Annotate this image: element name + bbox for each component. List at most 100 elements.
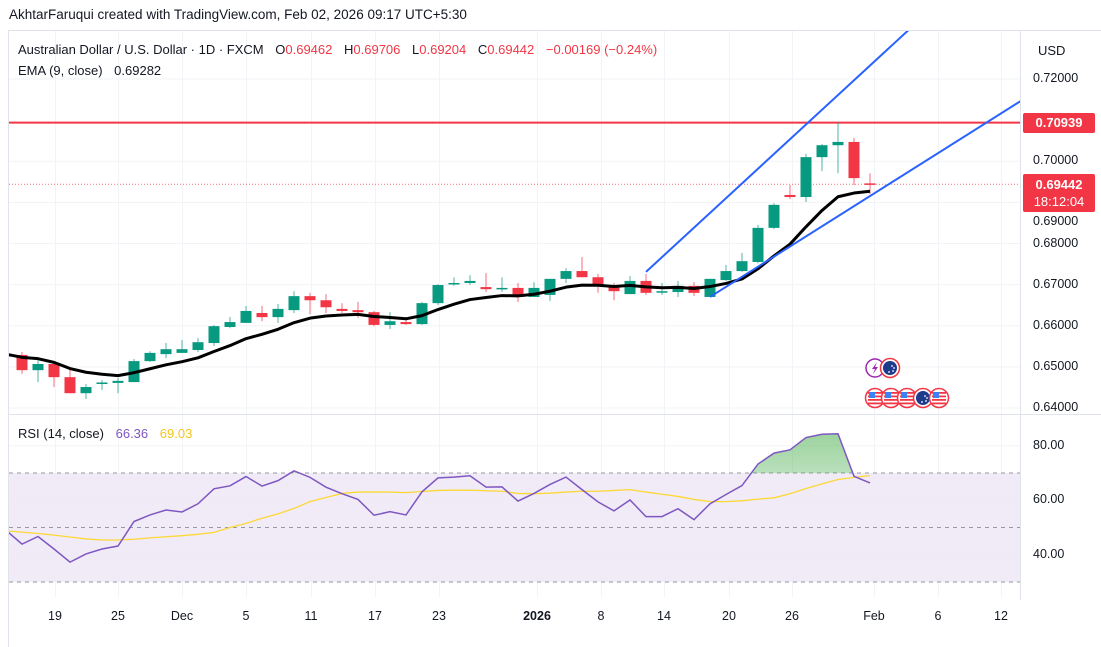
candle-body — [192, 342, 204, 351]
candle-body — [416, 303, 428, 325]
candle — [736, 252, 748, 272]
candle — [176, 340, 188, 353]
candle — [720, 264, 732, 281]
low-value: 0.69204 — [419, 42, 467, 57]
us-flag-icon[interactable] — [880, 387, 902, 409]
low-label: L — [412, 42, 420, 57]
candle-body — [736, 261, 748, 272]
candle — [672, 280, 684, 297]
candle — [784, 185, 796, 200]
candle-body — [144, 352, 156, 362]
price-axis-label: 0.66000 — [1033, 317, 1079, 332]
candle-body — [848, 141, 860, 179]
candle-body — [384, 321, 396, 325]
flag-canton — [885, 392, 891, 398]
rsi-axis-label: 80.00 — [1033, 437, 1065, 452]
candle-body — [272, 308, 284, 318]
upper-trendline — [645, 31, 909, 273]
time-axis-label: 5 — [242, 609, 250, 623]
price-pane — [9, 31, 1020, 399]
us-flag-icon[interactable] — [864, 387, 886, 409]
candle — [16, 352, 28, 374]
candle — [800, 153, 812, 202]
candle-body — [784, 194, 796, 198]
price-axis-label: 0.70000 — [1033, 153, 1079, 168]
time-axis-label: 6 — [934, 609, 942, 623]
candle — [336, 303, 348, 314]
candle — [240, 306, 252, 323]
candle — [448, 277, 460, 286]
last-price-value: 0.69442 — [1035, 177, 1083, 192]
price-axis-label: 0.72000 — [1033, 71, 1079, 85]
flag-canton — [901, 392, 907, 398]
candle — [384, 312, 396, 330]
chart-credit: AkhtarFaruqui created with TradingView.c… — [9, 7, 467, 22]
candle — [64, 366, 76, 394]
au-flag-icon[interactable] — [879, 357, 901, 379]
candle — [464, 275, 476, 286]
candle-body — [112, 380, 124, 383]
candle-body — [368, 312, 380, 325]
rsi-axis-label: 40.00 — [1033, 546, 1065, 561]
price-axis-label: 0.69000 — [1033, 214, 1079, 228]
close-value: 0.69442 — [487, 42, 535, 57]
flag-canton — [933, 392, 939, 398]
candle-body — [224, 322, 236, 327]
candle-body — [432, 285, 444, 304]
candle — [560, 268, 572, 283]
economic-events[interactable] — [864, 357, 950, 409]
candle-body — [304, 296, 316, 301]
time-axis-label: 17 — [368, 609, 382, 623]
candle — [368, 310, 380, 327]
us-flag-icon[interactable] — [896, 387, 918, 409]
ema-value: 0.69282 — [114, 63, 162, 78]
candle — [272, 303, 284, 323]
candle-body — [816, 145, 828, 158]
rsi-label: RSI (14, close) — [18, 426, 104, 441]
ema-line — [9, 189, 871, 378]
candle-body — [720, 271, 732, 281]
candle — [592, 273, 604, 293]
candle-body — [592, 277, 604, 286]
candle — [192, 338, 204, 353]
time-axis-label: Dec — [170, 609, 194, 623]
candle — [160, 343, 172, 359]
time-axis-label: 11 — [304, 609, 318, 623]
rsi-line — [9, 432, 871, 563]
currency-label[interactable]: USD — [1038, 43, 1066, 58]
last-price-tag: 0.69442 18:12:04 — [1023, 174, 1095, 212]
time-axis-label: 2026 — [523, 609, 551, 623]
time-axis-label: 14 — [657, 609, 671, 623]
symbol-title[interactable]: Australian Dollar / U.S. Dollar · 1D · F… — [18, 42, 264, 57]
rsi-legend[interactable]: RSI (14, close) 66.36 69.03 — [18, 426, 192, 441]
rsi-value: 66.36 — [115, 426, 149, 441]
rsi-signal-line — [9, 474, 871, 541]
price-axis-label: 0.64000 — [1033, 400, 1079, 414]
candle-body — [176, 349, 188, 353]
candle-body — [208, 326, 220, 344]
candle-body — [560, 271, 572, 279]
candle-body — [832, 141, 844, 146]
candle-body — [752, 227, 764, 263]
candle-body — [512, 287, 524, 297]
high-label: H — [344, 42, 354, 57]
flag-stripe — [900, 399, 914, 401]
lightning-glyph — [872, 362, 878, 374]
ema-legend[interactable]: EMA (9, close) 0.69282 — [18, 63, 161, 78]
candle — [80, 384, 92, 399]
candle-body — [336, 308, 348, 311]
candle — [576, 257, 588, 278]
candle-body — [16, 354, 28, 371]
flag-star — [921, 401, 923, 403]
candle-body — [528, 287, 540, 297]
us-flag-icon[interactable] — [928, 387, 950, 409]
flag-star — [926, 397, 928, 399]
candle — [752, 224, 764, 264]
time-axis-label: 25 — [111, 609, 125, 623]
price-axis-label: 0.67000 — [1033, 276, 1079, 291]
flag-stripe — [868, 399, 882, 401]
candle-body — [480, 287, 492, 290]
candle — [432, 284, 444, 306]
time-axis-label: 26 — [785, 609, 799, 623]
